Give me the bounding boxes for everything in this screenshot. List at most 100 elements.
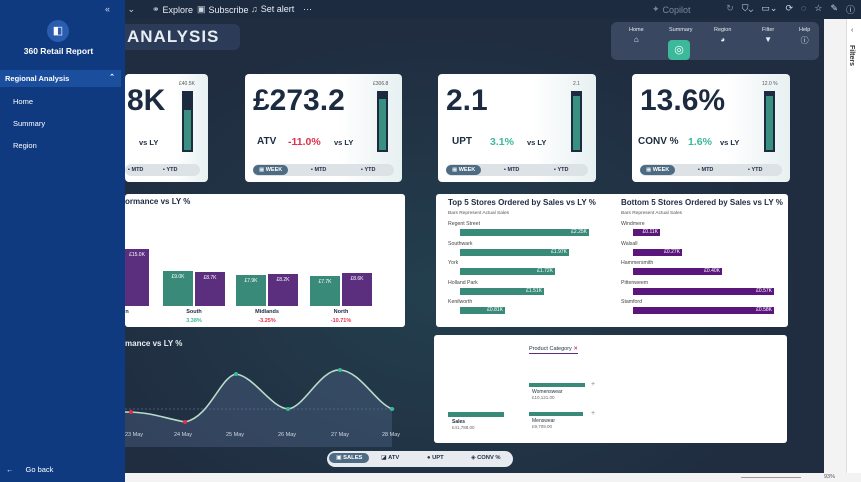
nav-region[interactable]: Region ◕	[714, 27, 732, 44]
store-bar[interactable]: £0.27K	[633, 248, 682, 256]
toolbar-right-icons: ↻ ⛉⌄ ▭⌄ ⟳ ◌ ☆ ✎ ⓘ	[726, 3, 855, 16]
womenswear-node[interactable]: Womenswear £10,121.00	[532, 389, 563, 400]
explore-button[interactable]: ⚭ Explore	[152, 4, 194, 15]
store-bar[interactable]: £0.58K	[633, 307, 774, 314]
store-bar[interactable]: £1.51K	[460, 287, 544, 295]
metric-switcher: ▣ SALES ◪ ATV ● UPT ◈ CONV %	[327, 451, 513, 467]
toggle-mtd[interactable]: ▪ MTD	[504, 167, 520, 173]
kpi-vs-ly: vs LY	[527, 138, 547, 147]
toggle-ytd[interactable]: ▪ YTD	[361, 167, 376, 173]
report-canvas: ANALYSIS Home ⌂ Summary ◎ Region ◕ Filter ▼…	[125, 19, 824, 473]
explore-icon: ⚭	[152, 4, 160, 14]
store-bar[interactable]: £1.72K	[460, 268, 555, 275]
view-icon[interactable]: ▭⌄	[761, 3, 778, 13]
toggle-week[interactable]: ▦ WEEK	[640, 165, 676, 175]
kpi-card-conv: 13.6% CONV % 1.6% vs LY 12.0 % ▦ WEEK ▪ …	[632, 74, 790, 182]
kpi-period-toggle[interactable]: ▦ WEEK ▪ MTD ▪ YTD	[446, 164, 588, 176]
nav-home[interactable]: Home ⌂	[629, 27, 644, 44]
bookmark-icon[interactable]: ⛉⌄	[741, 3, 754, 13]
kpi-period-toggle[interactable]: ▦ WEEK ▪ MTD ▪ YTD	[640, 164, 782, 176]
kpi-period-toggle[interactable]: ▦ WEEK ▪ MTD ▪ YTD	[253, 164, 394, 176]
nav-filter[interactable]: Filter ▼	[762, 27, 775, 44]
store-bar[interactable]: £0.57K	[633, 287, 774, 295]
toggle-ytd[interactable]: ▪ YTD	[163, 167, 178, 173]
reload-icon[interactable]: ⟳	[785, 3, 793, 13]
summary-active-icon[interactable]: ◎	[668, 40, 690, 60]
sidebar: « ◧ 360 Retail Report Regional Analysis …	[0, 0, 125, 482]
kpi-bar-label: 2.1	[573, 81, 580, 87]
toggle-mtd[interactable]: ▪ MTD	[311, 167, 327, 173]
toggle-mtd[interactable]: ▪ MTD	[128, 167, 144, 173]
product-category-panel: Product Category ✕ Sales £41,788.00 Women…	[434, 335, 787, 443]
store-name: Holland Park	[448, 279, 478, 286]
store-value: £1.72K	[537, 268, 553, 274]
sidebar-section-label: Regional Analysis	[5, 74, 70, 83]
more-options-button[interactable]: ···	[303, 4, 312, 14]
store-bar[interactable]: £0.81K	[460, 307, 505, 314]
filters-pane[interactable]: ‹ Filters	[846, 19, 861, 473]
info-icon[interactable]: ⓘ	[845, 5, 855, 15]
stores-panel: Top 5 Stores Ordered by Sales vs LY % Ba…	[436, 194, 788, 327]
kpi-progress-fill	[766, 96, 773, 150]
sidebar-item-summary[interactable]: Summary	[13, 119, 46, 128]
copilot-button[interactable]: ✦ Copilot	[652, 4, 691, 15]
zoom-slider[interactable]	[741, 477, 801, 478]
kpi-bar-label: £306.8	[373, 81, 389, 87]
toggle-ytd[interactable]: ▪ YTD	[748, 167, 763, 173]
edit-icon[interactable]: ✎	[830, 3, 838, 13]
sidebar-section-regional-analysis[interactable]: Regional Analysis ⌃	[0, 70, 121, 87]
top5-subtitle: Bars Represent Actual Sales	[448, 211, 510, 216]
bar-south-current: £8.7K	[195, 272, 225, 306]
kpi-progress-fill	[184, 110, 191, 150]
kpi-change: 3.1%	[490, 136, 514, 148]
store-bar[interactable]: £0.11K	[633, 229, 660, 236]
trend-chart-title: mance vs LY %	[125, 339, 183, 348]
store-bar[interactable]: £1.97K	[460, 248, 569, 256]
toggle-week[interactable]: ▦ WEEK	[253, 165, 289, 175]
kpi-vs-ly: vs LY	[139, 138, 159, 147]
metric-sales[interactable]: ▣ SALES	[329, 453, 370, 463]
subscribe-button[interactable]: ▣ Subscribe	[197, 4, 249, 15]
set-alert-button[interactable]: ♫ Set alert	[251, 4, 295, 14]
kpi-period-toggle[interactable]: ▪ MTD ▪ YTD	[125, 164, 200, 176]
sales-node[interactable]: Sales £41,788.00	[452, 419, 475, 430]
day-label: 27 May	[331, 432, 350, 438]
collapse-sidebar-icon[interactable]: «	[105, 4, 111, 14]
expand-plus-icon[interactable]: +	[591, 381, 596, 388]
nav-summary[interactable]: Summary	[669, 27, 693, 33]
kpi-progress-fill	[379, 99, 386, 150]
store-name: York	[448, 260, 459, 266]
bar-south-ly: £9.0K	[163, 271, 193, 306]
kpi-value: 13.6%	[640, 84, 726, 117]
store-value: £1.51K	[526, 287, 542, 294]
comment-icon[interactable]: ◌	[801, 3, 807, 13]
help-icon: ⓘ	[800, 36, 809, 45]
sidebar-item-home[interactable]: Home	[13, 97, 34, 106]
star-icon[interactable]: ☆	[814, 3, 823, 13]
trend-point	[129, 410, 133, 414]
nav-help[interactable]: Help ⓘ	[799, 27, 811, 45]
filter-icon: ▼	[764, 35, 773, 44]
store-bar[interactable]: £2.25K	[460, 229, 589, 236]
toggle-mtd[interactable]: ▪ MTD	[698, 167, 714, 173]
store-bar[interactable]: £0.40K	[633, 268, 722, 275]
store-value: £0.57K	[756, 287, 772, 294]
expand-plus-icon[interactable]: +	[591, 410, 596, 417]
metric-upt[interactable]: ● UPT	[427, 455, 444, 461]
menswear-node[interactable]: Menswear £9,709.00	[532, 418, 556, 429]
product-category-chip[interactable]: Product Category ✕	[529, 346, 578, 354]
kpi-card-sales: 8K vs LY £40.5K ▪ MTD ▪ YTD	[125, 74, 208, 182]
bar-north-current: £8.6K	[342, 273, 372, 306]
refresh-icon[interactable]: ↻	[726, 3, 734, 13]
close-icon[interactable]: ✕	[573, 346, 578, 352]
toggle-ytd[interactable]: ▪ YTD	[554, 167, 569, 173]
go-back-button[interactable]: ← Go back	[6, 465, 53, 474]
store-name: Windmere	[621, 221, 645, 227]
sidebar-item-region[interactable]: Region	[13, 141, 37, 150]
toggle-week[interactable]: ▦ WEEK	[446, 165, 482, 175]
app-logo: ◧	[47, 20, 69, 42]
trend-point	[286, 407, 290, 411]
metric-atv[interactable]: ◪ ATV	[381, 455, 400, 461]
chevron-left-icon[interactable]: ‹	[851, 27, 854, 34]
metric-conv[interactable]: ◈ CONV %	[471, 455, 501, 461]
